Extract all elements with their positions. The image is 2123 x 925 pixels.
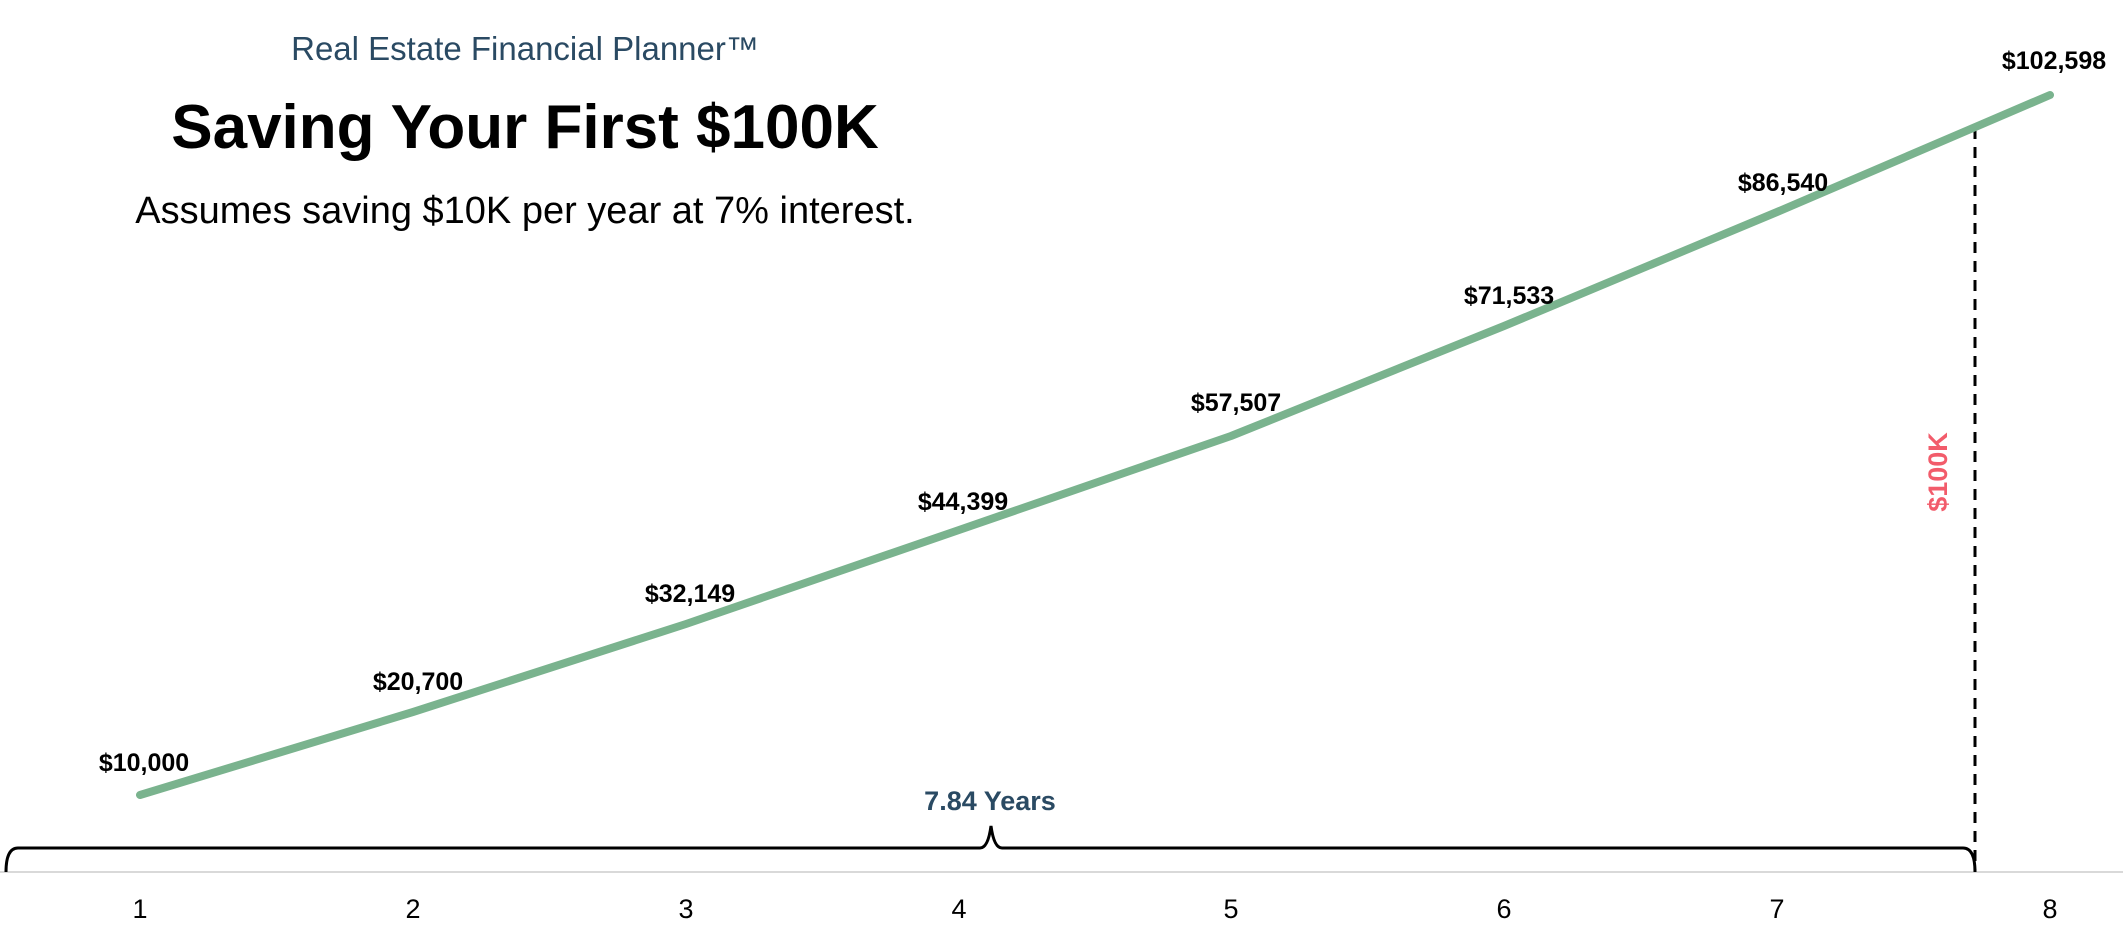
years-to-goal-label: 7.84 Years xyxy=(924,786,1056,816)
x-tick-label: 6 xyxy=(1496,894,1511,924)
savings-line xyxy=(136,91,2054,799)
data-label: $102,598 xyxy=(2002,47,2106,75)
x-tick-label: 3 xyxy=(678,894,693,924)
duration-brace xyxy=(4,825,1977,873)
x-tick-label: 7 xyxy=(1769,894,1784,924)
x-tick-label: 2 xyxy=(405,894,420,924)
data-label: $32,149 xyxy=(645,580,735,608)
x-tick-label: 8 xyxy=(2042,894,2057,924)
x-tick-label: 4 xyxy=(951,894,966,924)
goal-line-label: $100K xyxy=(1923,432,1953,512)
brand-title: Real Estate Financial Planner™ xyxy=(291,30,759,67)
data-label: $10,000 xyxy=(99,749,189,777)
chart-subtitle: Assumes saving $10K per year at 7% inter… xyxy=(135,190,915,232)
data-label: $44,399 xyxy=(918,488,1008,516)
x-tick-label: 5 xyxy=(1223,894,1238,924)
data-label: $57,507 xyxy=(1191,389,1281,417)
chart-title: Saving Your First $100K xyxy=(171,93,879,162)
x-tick-label: 1 xyxy=(132,894,147,924)
data-label: $71,533 xyxy=(1464,282,1554,310)
data-label: $20,700 xyxy=(373,668,463,696)
data-label: $86,540 xyxy=(1738,169,1828,197)
